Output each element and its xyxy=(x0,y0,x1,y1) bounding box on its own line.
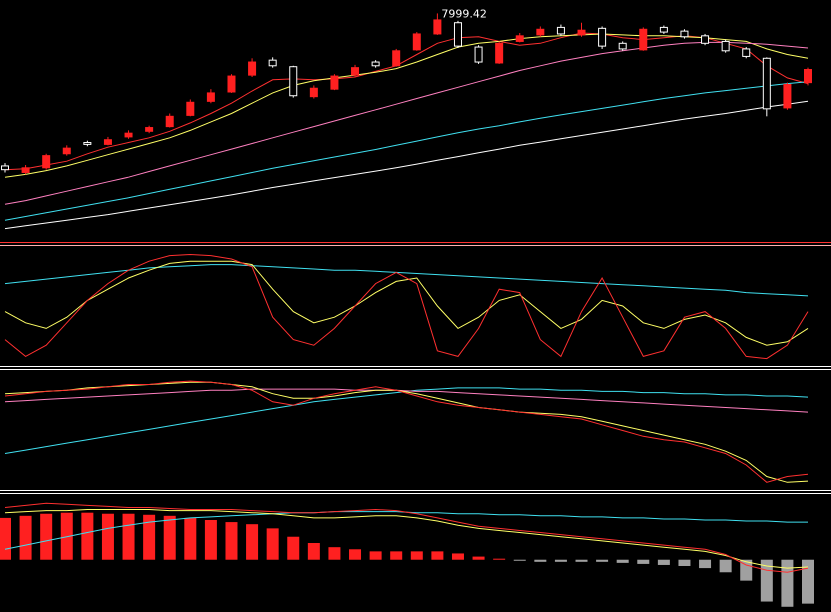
bar xyxy=(307,543,320,560)
bar xyxy=(204,520,217,560)
candle-body xyxy=(659,26,668,33)
indicator-line xyxy=(4,33,809,178)
bar xyxy=(349,549,362,560)
indicator-line xyxy=(4,41,809,205)
indicator-line xyxy=(4,381,809,483)
bar xyxy=(554,559,567,562)
bar xyxy=(184,517,197,560)
bar xyxy=(410,551,423,560)
bar xyxy=(390,551,403,560)
candle-body xyxy=(515,35,524,42)
candle-body xyxy=(227,75,236,93)
candle-body xyxy=(701,35,710,44)
bar xyxy=(225,522,238,560)
candle-body xyxy=(618,42,627,50)
bar xyxy=(699,559,712,569)
indicator-line xyxy=(4,253,809,360)
candle-body xyxy=(186,101,195,116)
bar xyxy=(19,515,32,560)
candle-body xyxy=(762,57,771,110)
candle-body xyxy=(639,28,648,51)
bar xyxy=(266,528,279,560)
candle-body xyxy=(248,61,257,76)
bar xyxy=(369,551,382,560)
candle-body xyxy=(206,92,215,102)
candle-body xyxy=(804,69,812,84)
candle-body xyxy=(103,139,112,145)
bar xyxy=(81,512,94,560)
indicator-line xyxy=(4,388,809,413)
bar xyxy=(246,524,259,560)
candle-body xyxy=(145,127,154,132)
bar xyxy=(328,547,341,560)
candle-body xyxy=(680,30,689,38)
indicator-line xyxy=(4,260,809,346)
candle-body xyxy=(165,115,174,128)
bar xyxy=(596,559,609,562)
candle-body xyxy=(556,26,565,35)
candle-body xyxy=(783,83,792,109)
candle-body xyxy=(309,87,318,98)
indicator-line xyxy=(4,502,809,573)
bar xyxy=(287,536,300,560)
candle-body xyxy=(742,48,751,57)
bar xyxy=(802,559,814,604)
bar xyxy=(534,559,547,562)
bar xyxy=(740,559,753,581)
candle-body xyxy=(1,165,9,171)
candle-body xyxy=(577,29,586,36)
indicator-line xyxy=(4,81,809,221)
bar xyxy=(451,553,464,560)
candle-body xyxy=(62,147,71,155)
bar xyxy=(678,559,691,566)
bar xyxy=(0,517,11,560)
bar xyxy=(657,559,670,565)
indicator-line xyxy=(4,509,809,569)
indicator-line xyxy=(4,387,809,454)
bar xyxy=(431,551,444,560)
candle-body xyxy=(495,42,504,64)
candle-body xyxy=(21,167,30,173)
indicator-line xyxy=(4,380,809,483)
candle-body xyxy=(371,61,380,67)
candle-body xyxy=(598,27,607,47)
indicator-line xyxy=(4,264,809,297)
bar xyxy=(616,559,629,563)
bar xyxy=(163,515,176,560)
bar xyxy=(101,513,114,560)
bar xyxy=(143,514,156,560)
candle-body xyxy=(351,67,360,76)
candle-body xyxy=(289,66,298,97)
bar xyxy=(493,558,506,560)
candle-body xyxy=(392,50,401,67)
candle-body xyxy=(536,28,545,36)
bar xyxy=(472,556,485,560)
candle-body xyxy=(268,59,277,67)
candle-body xyxy=(474,46,483,63)
candle-body xyxy=(124,132,133,138)
max-price-label: 7999.42 xyxy=(441,7,487,20)
candle-body xyxy=(42,155,51,169)
candle-body xyxy=(453,22,462,47)
candle-body xyxy=(412,33,421,51)
bar xyxy=(575,559,588,562)
bar xyxy=(719,559,732,573)
bar xyxy=(122,513,135,560)
bar xyxy=(781,559,794,607)
bar xyxy=(637,559,650,564)
indicator-line xyxy=(4,100,809,230)
candle-body xyxy=(433,19,442,35)
bar xyxy=(513,559,526,561)
candle-body xyxy=(721,40,730,52)
candle-body xyxy=(330,75,339,90)
candle-body xyxy=(83,142,92,145)
bar xyxy=(40,513,53,560)
